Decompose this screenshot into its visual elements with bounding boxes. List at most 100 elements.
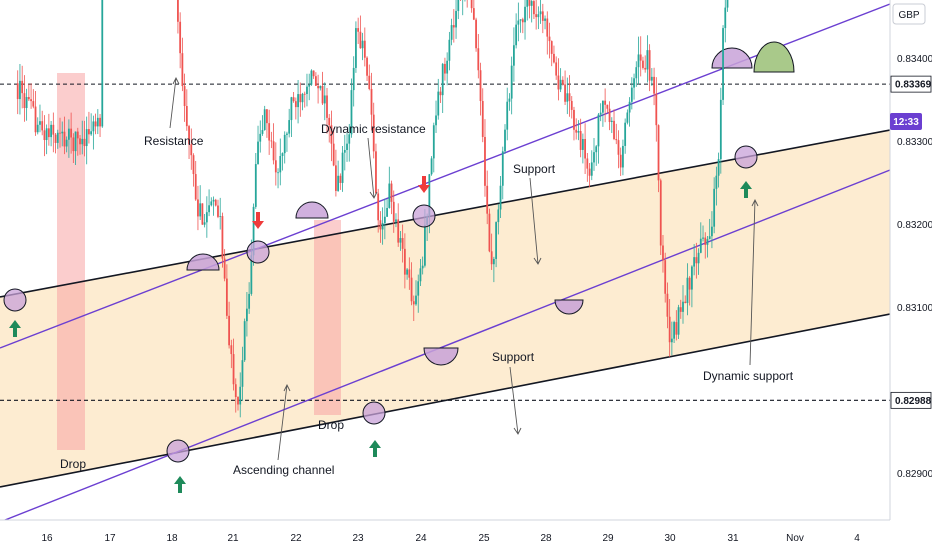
candle (68, 119, 70, 158)
candle (595, 144, 598, 166)
candle (541, 3, 544, 34)
touch-marker-2 (246, 240, 270, 264)
candle (713, 177, 716, 234)
buy-arrow-2 (369, 440, 381, 457)
candle (83, 120, 86, 157)
candle (281, 152, 284, 171)
candle (230, 339, 233, 369)
candle (181, 37, 184, 92)
candle (299, 82, 302, 117)
sell-arrow-0 (252, 212, 264, 229)
candle (637, 36, 640, 85)
candle (708, 218, 711, 240)
currency-button[interactable]: GBP (892, 3, 926, 25)
candle (508, 93, 511, 111)
candle (553, 45, 555, 64)
candle (573, 106, 575, 141)
candle (642, 56, 644, 70)
candle (317, 74, 319, 104)
candle (343, 134, 346, 171)
countdown-badge: 12:33 (890, 113, 922, 130)
resistance-label: Resistance (144, 134, 204, 148)
ascending-channel-label: Ascending channel (233, 463, 334, 477)
candle (644, 55, 647, 73)
candle (379, 211, 382, 243)
candle (263, 105, 266, 131)
candle (179, 12, 182, 69)
candle (635, 61, 638, 87)
candle (321, 71, 324, 105)
candle (495, 221, 497, 268)
candle (261, 115, 264, 136)
candle (208, 189, 210, 217)
candle (221, 212, 224, 268)
candle (439, 87, 442, 103)
candle (239, 372, 242, 418)
candle (366, 56, 368, 82)
candle (617, 130, 620, 169)
candle (599, 103, 602, 122)
candle (579, 118, 582, 158)
candle (377, 188, 380, 233)
candle (526, 0, 529, 21)
candle (446, 52, 449, 86)
candle (36, 117, 39, 135)
price-axis[interactable]: 0.838000.836000.835000.834000.833000.832… (890, 0, 932, 550)
x-tick-label-12: Nov (786, 533, 804, 544)
candle (673, 320, 675, 343)
candle (555, 56, 558, 80)
candle (577, 120, 580, 141)
dynamic-resistance-label: Dynamic resistance (321, 122, 426, 136)
candle (192, 153, 195, 187)
candle (559, 68, 562, 93)
candle (693, 244, 696, 276)
time-axis[interactable]: 16 17 18 21 22 23 24 25 28 29 30 31 Nov 4 (41, 533, 860, 544)
candle (65, 136, 68, 153)
candle (50, 120, 52, 147)
candle (332, 128, 335, 167)
candle (210, 197, 213, 207)
candle (653, 67, 655, 106)
support-top-pointer (529, 177, 542, 265)
candle (341, 145, 344, 192)
candle (312, 70, 315, 79)
x-tick-label-10: 30 (664, 533, 676, 544)
candle (479, 62, 482, 116)
candle (515, 13, 518, 49)
candle (575, 118, 578, 140)
candle (659, 178, 662, 256)
candle (588, 162, 591, 188)
price-projection (753, 41, 795, 73)
candle (513, 27, 515, 82)
candle (47, 113, 50, 146)
candle (608, 101, 611, 131)
candle (548, 22, 551, 59)
candle (437, 78, 440, 120)
candle (205, 196, 208, 238)
candle (246, 292, 248, 337)
candle (686, 263, 689, 316)
projection-top-marker (753, 41, 795, 73)
candle (593, 137, 595, 171)
candle (177, 0, 179, 34)
x-tick-label-2: 18 (166, 533, 178, 544)
candle (452, 9, 455, 43)
candle (388, 166, 391, 209)
candle (212, 196, 215, 216)
candle (455, 0, 457, 39)
candle (615, 123, 618, 145)
candle (410, 262, 413, 306)
candle (72, 133, 75, 163)
candle (241, 346, 244, 401)
candle (535, 0, 538, 30)
candle (232, 338, 235, 391)
candle (303, 91, 306, 108)
candle (470, 0, 473, 13)
candle (81, 120, 84, 155)
candle (361, 32, 364, 61)
candle (499, 175, 502, 219)
dynamic-support-line (3, 169, 890, 520)
candle (639, 36, 642, 77)
drop-label-2: Drop (318, 418, 344, 432)
